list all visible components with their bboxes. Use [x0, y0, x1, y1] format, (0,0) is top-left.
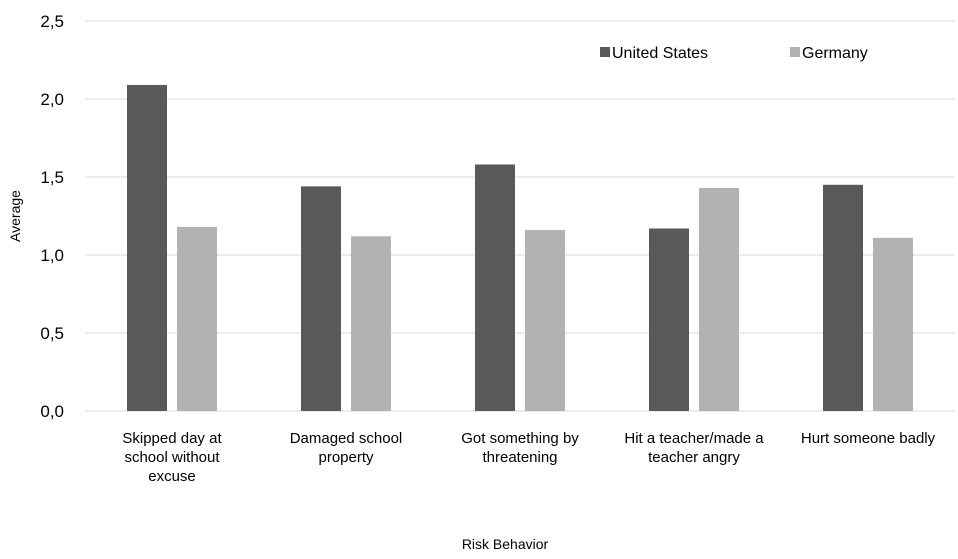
bar-united-states: [649, 228, 689, 411]
legend-label-germany: Germany: [802, 45, 868, 62]
bar-germany: [699, 187, 739, 411]
x-category-label: Hurt someone badly: [801, 430, 936, 447]
bar-united-states: [127, 84, 167, 412]
x-category-label: Damaged school property: [290, 430, 403, 466]
legend-swatch-united-states: [600, 47, 610, 57]
x-category-label: Hit a teacher/made a teacher angry: [624, 430, 764, 466]
bar-united-states: [823, 184, 863, 411]
legend-label-united-states: United States: [612, 45, 708, 62]
bar-united-states: [475, 164, 515, 411]
y-tick-label: 1,5: [40, 168, 64, 187]
bar-germany: [177, 226, 217, 411]
gridlines: [85, 20, 955, 412]
y-axis-title: Average: [7, 190, 23, 242]
y-tick-labels: 0,0 0,5 1,0 1,5 2,0 2,5: [40, 12, 64, 421]
legend: United States Germany: [600, 45, 868, 62]
y-tick-label: 2,5: [40, 12, 64, 31]
bar-united-states: [301, 186, 341, 411]
y-tick-label: 0,0: [40, 402, 64, 421]
x-category-labels: Skipped day at school without excuse Damage…: [122, 430, 935, 485]
y-tick-label: 1,0: [40, 246, 64, 265]
y-tick-label: 0,5: [40, 324, 64, 343]
x-category-label: Got something by threatening: [461, 430, 579, 466]
bar-germany: [525, 230, 565, 411]
legend-swatch-germany: [790, 47, 800, 57]
x-axis-title: Risk Behavior: [462, 536, 549, 552]
bars: [127, 84, 913, 412]
bar-germany: [873, 237, 913, 411]
x-category-label: Skipped day at school without excuse: [122, 430, 222, 485]
bar-germany: [351, 236, 391, 411]
y-tick-label: 2,0: [40, 90, 64, 109]
